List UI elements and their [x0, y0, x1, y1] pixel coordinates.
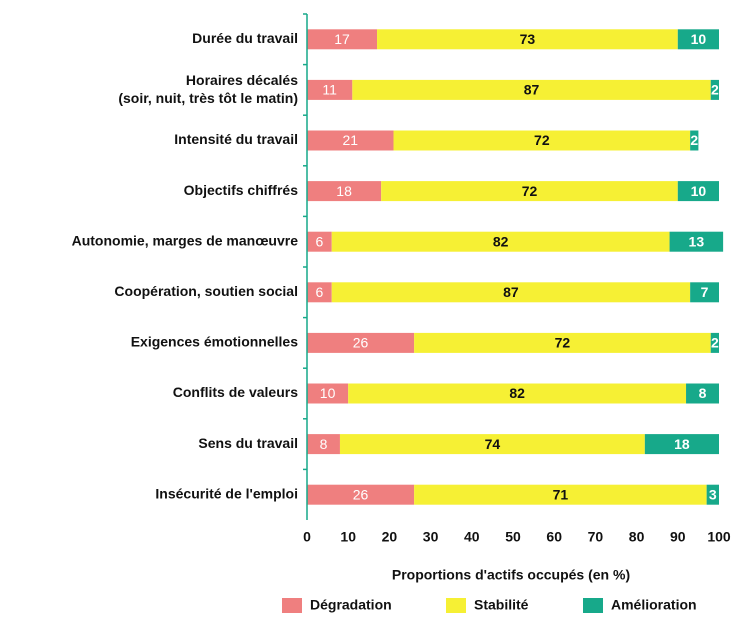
bar-segment — [677, 181, 719, 202]
bar-segment — [307, 231, 332, 252]
value-label: 2 — [690, 132, 698, 148]
bar-segment — [414, 332, 711, 353]
value-label: 87 — [524, 82, 540, 98]
y-tick-label: Insécurité de l'emploi — [155, 485, 298, 501]
x-tick-label: 20 — [382, 529, 398, 545]
x-tick-label: 30 — [423, 529, 439, 545]
bar-segment — [669, 231, 724, 252]
bar-segment — [644, 434, 719, 455]
value-label: 6 — [315, 284, 323, 300]
x-axis-title: Proportions d'actifs occupés (en %) — [392, 567, 630, 583]
x-tick-label: 80 — [629, 529, 645, 545]
y-tick-label: Objectifs chiffrés — [184, 182, 299, 198]
value-label: 72 — [522, 183, 538, 199]
bar-segment — [307, 332, 415, 353]
legend-swatch — [446, 598, 466, 613]
bar-segment — [677, 29, 719, 50]
value-label: 74 — [485, 436, 501, 452]
legend-label: Stabilité — [474, 597, 529, 613]
bar-segment — [706, 484, 719, 505]
bar-segment — [307, 282, 332, 303]
x-tick-label: 60 — [546, 529, 562, 545]
bar-segment — [690, 282, 719, 303]
bar-segment — [377, 29, 678, 50]
value-label: 2 — [711, 82, 719, 98]
value-label: 7 — [701, 284, 709, 300]
value-label: 10 — [691, 31, 707, 47]
value-label: 8 — [699, 385, 707, 401]
y-tick-label: Coopération, soutien social — [114, 283, 298, 299]
bar-segment — [710, 332, 719, 353]
y-tick-label-line: Horaires décalés — [186, 72, 298, 88]
x-tick-label: 0 — [303, 529, 311, 545]
value-label: 72 — [555, 335, 571, 351]
value-label: 73 — [520, 31, 536, 47]
y-tick-label: Durée du travail — [192, 30, 298, 46]
bar-segment — [710, 79, 719, 100]
value-label: 82 — [493, 233, 509, 249]
bar-segment — [393, 130, 691, 151]
value-label: 10 — [691, 183, 707, 199]
value-label: 87 — [503, 284, 519, 300]
value-label: 11 — [322, 82, 337, 98]
legend-label: Amélioration — [611, 597, 697, 613]
bar-segment — [381, 181, 678, 202]
y-tick-label: Horaires décalés (soir, nuit, très tôt le… — [118, 72, 298, 106]
bar-segment — [307, 434, 340, 455]
value-label: 72 — [534, 132, 550, 148]
value-label: 6 — [315, 233, 323, 249]
x-tick-label: 40 — [464, 529, 480, 545]
value-label: 2 — [711, 335, 719, 351]
x-tick-label: 70 — [588, 529, 604, 545]
y-tick-label-line: (soir, nuit, très tôt le matin) — [118, 90, 298, 106]
bar-segment — [307, 484, 415, 505]
bar-segment — [414, 484, 707, 505]
bar-segment — [339, 434, 645, 455]
value-label: 8 — [320, 436, 328, 452]
x-tick-label: 100 — [707, 529, 731, 545]
x-tick-label: 50 — [505, 529, 521, 545]
value-label: 71 — [553, 486, 569, 502]
bar-segment — [307, 29, 378, 50]
value-label: 26 — [353, 486, 369, 502]
legend-swatch — [282, 598, 302, 613]
bar-segment — [348, 383, 687, 404]
value-label: 26 — [353, 335, 369, 351]
bar-segment — [686, 383, 719, 404]
legend-swatch — [583, 598, 603, 613]
bar-segment — [307, 130, 394, 151]
bar-segment — [307, 383, 349, 404]
value-label: 10 — [320, 385, 336, 401]
bar-segment — [690, 130, 699, 151]
legend-label: Dégradation — [310, 597, 392, 613]
bar-segment — [331, 231, 670, 252]
y-tick-label: Exigences émotionnelles — [131, 334, 298, 350]
y-tick-label: Intensité du travail — [174, 131, 298, 147]
value-label: 82 — [509, 385, 525, 401]
y-tick-label: Sens du travail — [198, 435, 298, 451]
x-tick-label: 10 — [340, 529, 356, 545]
y-tick-label: Autonomie, marges de manœuvre — [72, 232, 299, 248]
value-label: 17 — [334, 31, 350, 47]
value-label: 3 — [709, 486, 717, 502]
value-label: 13 — [689, 233, 705, 249]
bar-segment — [307, 181, 382, 202]
bar-segment — [307, 79, 353, 100]
y-tick-label: Conflits de valeurs — [173, 384, 298, 400]
value-label: 21 — [342, 132, 358, 148]
bar-segment — [352, 79, 711, 100]
value-label: 18 — [336, 183, 352, 199]
value-label: 18 — [674, 436, 690, 452]
x-tick-label: 90 — [670, 529, 686, 545]
bar-segment — [331, 282, 691, 303]
